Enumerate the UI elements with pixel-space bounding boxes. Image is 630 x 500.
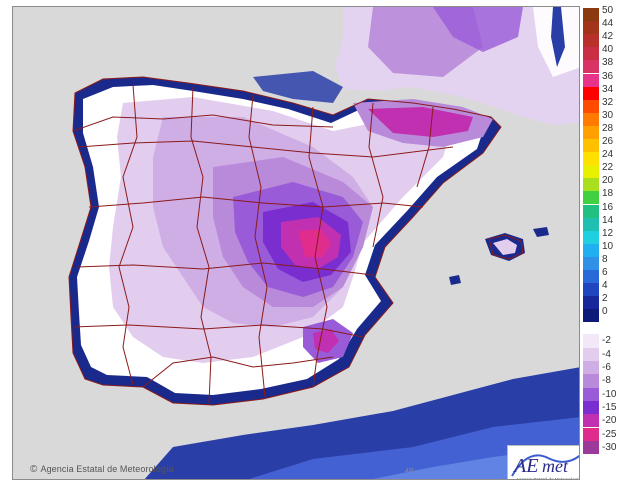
- legend-tick-label: -8: [602, 375, 611, 387]
- legend-swatch: [583, 34, 599, 48]
- legend-swatch: [583, 361, 599, 375]
- legend-tick-label: 38: [602, 57, 614, 69]
- temperature-map: [13, 7, 579, 479]
- legend-tick-label: -15: [602, 401, 617, 413]
- legend-swatch: [583, 165, 599, 179]
- map-small-mark: 4P: [405, 468, 414, 475]
- province-borders: [68, 76, 524, 406]
- legend-tick-label: -2: [602, 335, 611, 347]
- legend-tick-label: 36: [602, 70, 614, 82]
- legend-tick-label: 2: [602, 293, 608, 305]
- legend-swatch: [583, 204, 599, 218]
- legend-swatch: [583, 112, 599, 126]
- svg-text:AE: AE: [512, 455, 538, 477]
- legend-swatch: [583, 73, 599, 87]
- aemet-logo: AE met Agencia Estatal de Meteorología: [507, 445, 580, 480]
- legend-swatch: [583, 152, 599, 166]
- legend-tick-label: -20: [602, 415, 617, 427]
- legend-tick-label: 20: [602, 175, 614, 187]
- legend-swatch: [583, 283, 599, 297]
- svg-text:Agencia Estatal de Meteorologí: Agencia Estatal de Meteorología: [516, 477, 580, 480]
- legend-tick-label: 14: [602, 214, 614, 226]
- legend-tick-label: 12: [602, 227, 614, 239]
- legend-tick-label: 10: [602, 240, 614, 252]
- legend-swatch: [583, 60, 599, 74]
- map-panel: AE met Agencia Estatal de Meteorología: [12, 6, 580, 480]
- color-legend: 50 44 42 40 38 36 34 32 30 28 26 24 22 20 18 16 14 12 10 8 6…: [583, 5, 629, 494]
- legend-tick-label: 34: [602, 83, 614, 95]
- aemet-logo-mark: AE met Agencia Estatal de Meteorología: [511, 454, 580, 480]
- legend-swatch: [583, 387, 599, 401]
- legend-tick-label: 0: [602, 306, 608, 318]
- legend-swatch: [583, 296, 599, 310]
- legend-swatch: [583, 178, 599, 192]
- legend-tick-label: 40: [602, 44, 614, 56]
- legend-swatch: [583, 217, 599, 231]
- legend-tick-label: 50: [602, 5, 614, 16]
- legend-tick-label: 16: [602, 201, 614, 213]
- legend-swatch: [583, 374, 599, 388]
- legend-swatch: [583, 8, 599, 22]
- legend-swatch: [583, 191, 599, 205]
- legend-tick-label: -4: [602, 348, 611, 360]
- legend-swatch: [583, 414, 599, 428]
- legend-tick-label: 32: [602, 96, 614, 108]
- legend-tick-label: 4: [602, 280, 608, 292]
- legend-swatch: [583, 125, 599, 139]
- legend-swatch: [583, 139, 599, 153]
- legend-tick-label: 28: [602, 122, 614, 134]
- legend-tick-label: 26: [602, 136, 614, 147]
- legend-swatch: [583, 427, 599, 441]
- legend-tick-label: 18: [602, 188, 614, 200]
- legend-swatch: [583, 243, 599, 257]
- legend-swatch: [583, 334, 599, 348]
- legend-tick-label: 42: [602, 31, 614, 43]
- legend-tick-label: -10: [602, 388, 617, 400]
- legend-tick-label: 8: [602, 253, 608, 265]
- legend-tick-label: 44: [602, 18, 614, 30]
- legend-tick-label: 6: [602, 267, 608, 278]
- legend-tick-label: -30: [602, 441, 617, 453]
- credit-text: Agencia Estatal de Meteorología: [40, 464, 174, 474]
- legend-swatch: [583, 230, 599, 244]
- legend-tick-label: 22: [602, 162, 614, 174]
- legend-swatch: [583, 347, 599, 361]
- legend-swatch: [583, 256, 599, 270]
- legend-swatch: [583, 440, 599, 455]
- legend-tick-label: 24: [602, 149, 614, 161]
- legend-tick-label: 30: [602, 109, 614, 121]
- legend-swatch: [583, 400, 599, 415]
- copyright-icon: ©: [30, 464, 38, 475]
- legend-tick-label: -25: [602, 428, 617, 440]
- legend-swatch: [583, 309, 599, 323]
- legend-swatch: [583, 47, 599, 61]
- svg-text:met: met: [542, 456, 569, 476]
- legend-tick-label: -6: [602, 362, 611, 373]
- credit-line: © Agencia Estatal de Meteorología: [30, 464, 174, 475]
- legend-swatch: [583, 86, 599, 100]
- legend-swatch: [583, 21, 599, 35]
- legend-swatch: [583, 270, 599, 284]
- legend-swatch: [583, 99, 599, 113]
